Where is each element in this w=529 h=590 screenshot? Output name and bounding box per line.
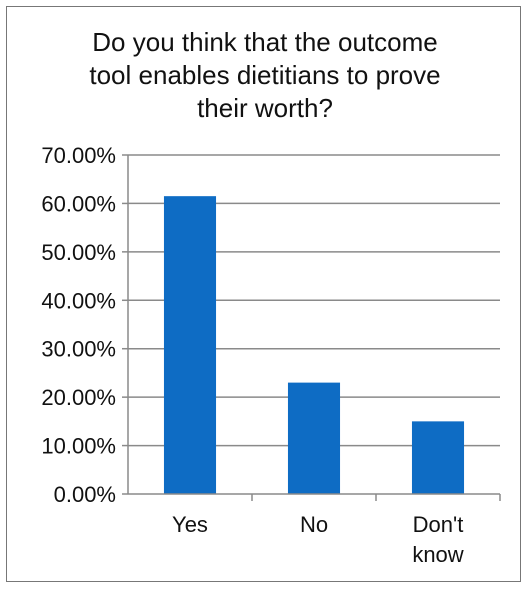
y-tick-labels: 0.00% 10.00% 20.00% 30.00% 40.00% 50.00% 60.00…	[41, 143, 116, 507]
x-tick-label: No	[300, 512, 328, 537]
y-tick-label: 40.00%	[41, 288, 116, 313]
y-tick-label: 10.00%	[41, 434, 116, 459]
y-tick-label: 70.00%	[41, 143, 116, 168]
bar-no	[287, 382, 341, 494]
x-tick-label: Yes	[172, 512, 208, 537]
bar-don-t-know	[411, 421, 465, 494]
y-tick-label: 60.00%	[41, 191, 116, 216]
y-tick-label: 20.00%	[41, 385, 116, 410]
axes	[122, 154, 501, 501]
y-tick-label: 50.00%	[41, 240, 116, 265]
y-tick-label: 0.00%	[54, 482, 116, 507]
x-tick-label: Don't know	[412, 512, 463, 567]
y-tick-label: 30.00%	[41, 337, 116, 362]
bar-yes	[163, 196, 217, 494]
bars	[163, 196, 465, 494]
chart-title: Do you think that the outcome tool enabl…	[89, 27, 441, 123]
x-tick-labels: Yes No Don't know	[172, 512, 464, 567]
